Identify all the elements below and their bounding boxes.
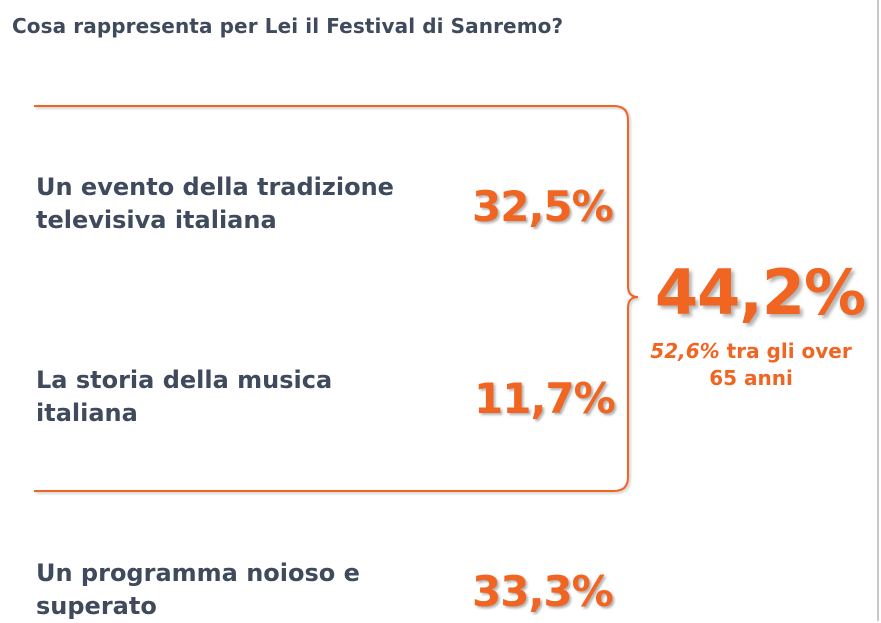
- group-note-highlight: 52,6%: [650, 339, 720, 363]
- page-right-border: [877, 0, 879, 621]
- answer-label-tradizione: Un evento della tradizione televisiva it…: [36, 171, 436, 237]
- group-note-text: tra gli over: [726, 339, 852, 363]
- data-label-storia-musica: 11,7%: [474, 374, 616, 423]
- page-title: Cosa rappresenta per Lei il Festival di …: [12, 14, 564, 38]
- group-note-line1: 52,6% tra gli over: [633, 338, 869, 365]
- group-note: 52,6% tra gli over 65 anni: [633, 338, 869, 392]
- answer-label-line: televisiva italiana: [36, 206, 277, 234]
- answer-label-line: Un programma noioso e: [36, 559, 360, 587]
- group-note-line2: 65 anni: [709, 366, 793, 390]
- group-total-value: 44,2%: [655, 256, 866, 329]
- data-label-tradizione: 32,5%: [472, 182, 614, 231]
- answer-label-line: Un evento della tradizione: [36, 173, 394, 201]
- answer-label-line: La storia della musica: [36, 366, 333, 394]
- answer-label-noioso: Un programma noioso e superato: [36, 557, 436, 623]
- answer-label-line: italiana: [36, 399, 138, 427]
- answer-label-storia-musica: La storia della musica italiana: [36, 364, 436, 430]
- data-label-noioso: 33,3%: [472, 567, 614, 616]
- answer-label-line: superato: [36, 592, 157, 620]
